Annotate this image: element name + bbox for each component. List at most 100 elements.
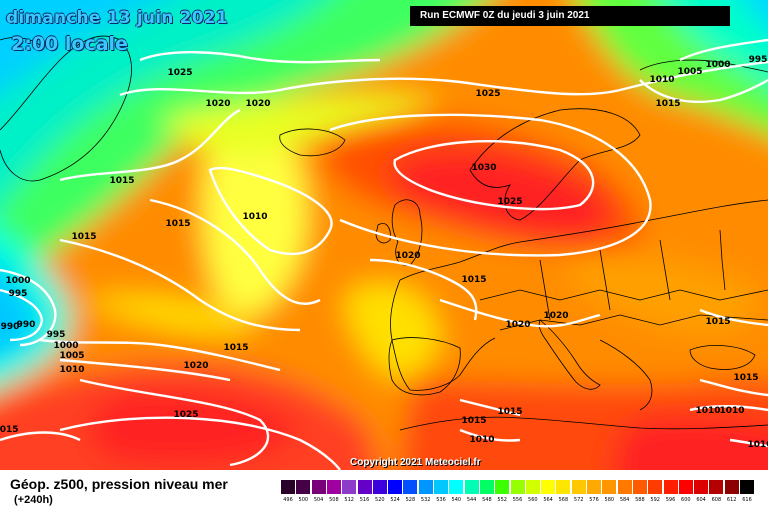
color-scale-label: 584 bbox=[619, 497, 630, 503]
color-scale-label: 612 bbox=[726, 497, 737, 503]
isobar-label: 1015 bbox=[109, 176, 134, 186]
isobar-label: 1000 bbox=[53, 341, 78, 351]
isobar-label: 1000 bbox=[705, 60, 730, 70]
isobar-label: 1020 bbox=[543, 311, 568, 321]
isobar-label: 1020 bbox=[395, 251, 420, 261]
isobar-label: 1020 bbox=[245, 99, 270, 109]
color-scale-swatch bbox=[587, 480, 601, 494]
color-scale-label: 616 bbox=[742, 497, 752, 503]
isobar-label: 1015 bbox=[461, 416, 486, 426]
isobar-label: 1025 bbox=[497, 197, 522, 207]
isobar-label: 1015 bbox=[705, 317, 730, 327]
isobar-label: 1010 bbox=[59, 365, 84, 375]
color-scale-swatch bbox=[326, 480, 341, 494]
isobar-label: 1005 bbox=[59, 351, 84, 361]
forecast-time: 2:00 locale bbox=[11, 33, 128, 55]
isobar-label: 1025 bbox=[173, 410, 198, 420]
color-scale-swatch bbox=[296, 480, 311, 494]
color-scale-label: 556 bbox=[512, 497, 523, 503]
color-scale-label: 572 bbox=[573, 497, 584, 503]
isobar-label: 1010 bbox=[649, 75, 674, 85]
copyright-text: Copyright 2021 Meteociel.fr bbox=[350, 457, 481, 468]
color-scale-swatch bbox=[709, 480, 724, 494]
color-scale-swatch bbox=[663, 480, 678, 494]
color-scale-label: 604 bbox=[696, 497, 706, 503]
color-scale-swatch bbox=[510, 480, 525, 494]
color-scale-swatch bbox=[418, 480, 433, 494]
isobar-label: 990 bbox=[1, 322, 20, 332]
color-scale-label: 564 bbox=[543, 497, 553, 503]
color-scale-label: 540 bbox=[451, 497, 462, 503]
color-scale-swatch bbox=[648, 480, 663, 494]
isobar-label: 1015 bbox=[165, 219, 190, 229]
color-scale-swatch bbox=[617, 480, 632, 494]
isobar-label: 1010 bbox=[242, 212, 267, 222]
coastlines bbox=[0, 35, 768, 431]
color-scale-swatch bbox=[372, 480, 387, 494]
color-scale-label: 516 bbox=[359, 497, 370, 503]
color-scale: 496 500 504 508 512 516 520 524 528 532 536 540 544 5… bbox=[281, 480, 757, 510]
legend-title: Géop. z500, pression niveau mer bbox=[10, 476, 228, 492]
isobar-label: 990 bbox=[17, 320, 36, 330]
color-scale-label: 528 bbox=[405, 497, 416, 503]
color-scale-swatch bbox=[740, 480, 754, 494]
color-scale-swatch bbox=[342, 480, 357, 494]
isobar-label: 1010 bbox=[747, 440, 768, 450]
color-scale-swatch bbox=[434, 480, 448, 494]
isobar-label: 1010 bbox=[719, 406, 744, 416]
color-scale-label: 560 bbox=[528, 497, 538, 503]
isobar-label: 995 bbox=[749, 55, 768, 65]
color-scale-swatch bbox=[357, 480, 372, 494]
isobar-label: 1025 bbox=[475, 89, 500, 99]
isobar-label: 1015 bbox=[71, 232, 96, 242]
isobar-label: 1020 bbox=[183, 361, 208, 371]
isobar-label: 1010 bbox=[469, 435, 494, 445]
color-scale-label: 548 bbox=[482, 497, 492, 503]
color-scale-swatch bbox=[724, 480, 739, 494]
color-scale-label: 576 bbox=[589, 497, 599, 503]
color-scale-label: 592 bbox=[650, 497, 660, 503]
color-scale-label: 496 bbox=[283, 497, 293, 503]
color-scale-label: 580 bbox=[604, 497, 615, 503]
color-scale-label: 512 bbox=[344, 497, 354, 503]
color-scale-label: 600 bbox=[681, 497, 691, 503]
isobar-lines bbox=[0, 38, 768, 470]
color-scale-swatch bbox=[541, 480, 556, 494]
color-scale-label: 596 bbox=[665, 497, 676, 503]
color-scale-label: 544 bbox=[466, 497, 477, 503]
isobar-label: 1005 bbox=[677, 67, 702, 77]
isobar-label: 1010 bbox=[695, 406, 720, 416]
isobar-label: 1015 bbox=[223, 343, 248, 353]
color-scale-swatch bbox=[449, 480, 464, 494]
color-scale-swatch bbox=[556, 480, 571, 494]
color-scale-swatch bbox=[479, 480, 494, 494]
color-scale-swatch bbox=[403, 480, 418, 494]
color-scale-swatch bbox=[602, 480, 617, 494]
isobar-label: 1020 bbox=[505, 320, 530, 330]
isobar-label: 1015 bbox=[0, 425, 19, 435]
color-scale-swatch bbox=[495, 480, 510, 494]
color-scale-label: 568 bbox=[558, 497, 569, 503]
isobar-label: 1015 bbox=[733, 373, 758, 383]
color-scale-swatch bbox=[464, 480, 479, 494]
color-scale-swatch bbox=[694, 480, 709, 494]
color-scale-label: 532 bbox=[420, 497, 431, 503]
color-scale-swatch bbox=[311, 480, 326, 494]
color-scale-label: 588 bbox=[635, 497, 645, 503]
color-scale-label: 504 bbox=[313, 497, 324, 503]
model-run-banner: Run ECMWF 0Z du jeudi 3 juin 2021 bbox=[410, 6, 730, 26]
color-scale-label: 500 bbox=[298, 497, 309, 503]
color-scale-label: 552 bbox=[497, 497, 507, 503]
isobar-label: 995 bbox=[47, 330, 66, 340]
color-scale-label: 536 bbox=[436, 497, 446, 503]
color-scale-label: 524 bbox=[390, 497, 400, 503]
color-scale-label: 520 bbox=[375, 497, 385, 503]
color-scale-swatch bbox=[388, 480, 403, 494]
isobar-label: 1015 bbox=[497, 407, 522, 417]
isobar-label: 1015 bbox=[655, 99, 680, 109]
isobar-label: 1000 bbox=[5, 276, 30, 286]
color-scale-swatch bbox=[571, 480, 586, 494]
